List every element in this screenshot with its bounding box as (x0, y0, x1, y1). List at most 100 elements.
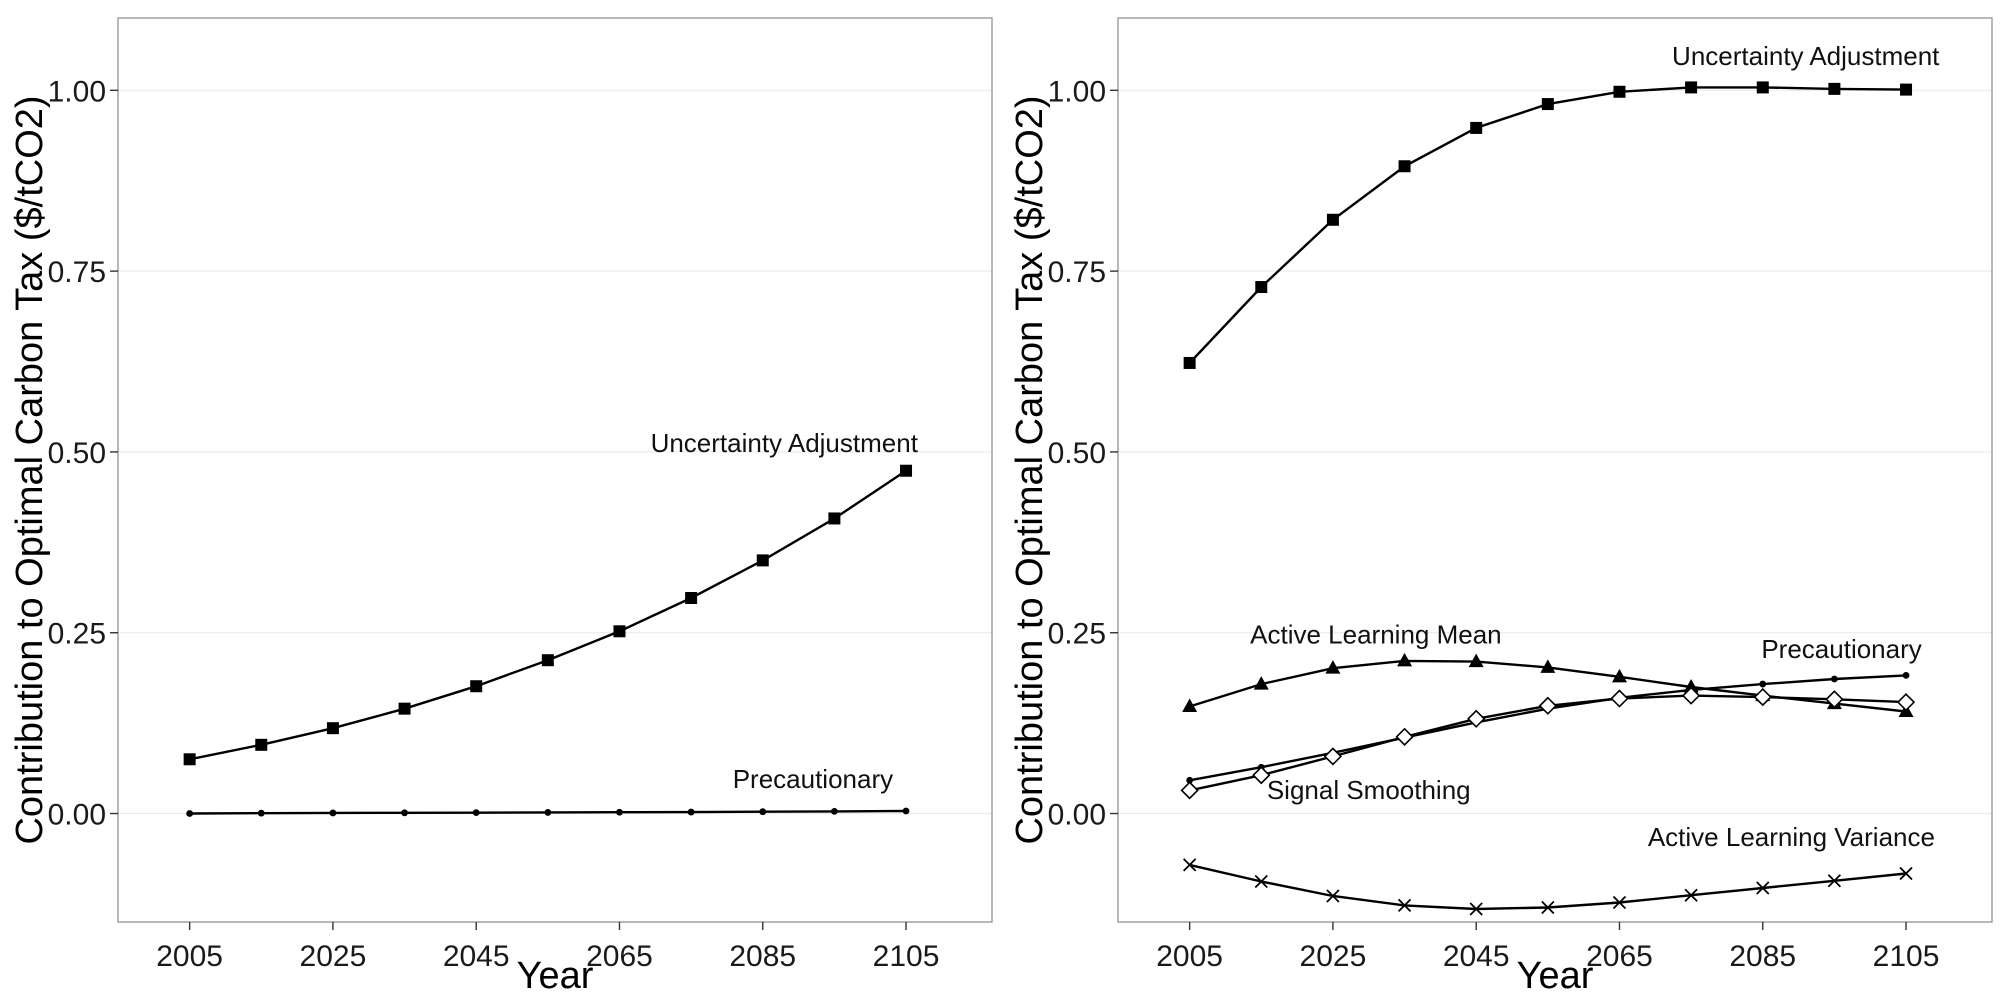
x-tick-label: 2105 (873, 940, 940, 973)
data-point-uncertainty-adjustment (255, 738, 268, 751)
y-tick-label: 0.50 (48, 437, 106, 470)
series-line-uncertainty-adjustment (189, 469, 907, 761)
data-point-precautionary (759, 808, 767, 816)
plot-frame (1117, 17, 1993, 923)
data-point-uncertainty-adjustment (685, 592, 698, 605)
data-point-signal-smoothing (1681, 686, 1701, 705)
series-precautionary (186, 807, 910, 817)
data-point-uncertainty-adjustment (470, 680, 483, 693)
series-label-precautionary: Precautionary (733, 764, 893, 794)
x-tick-label: 2005 (156, 940, 223, 973)
data-point-uncertainty-adjustment (1828, 82, 1841, 95)
data-point-precautionary (544, 809, 552, 816)
data-point-active-learning-variance (1183, 858, 1197, 872)
x-tick-label: 2065 (1586, 940, 1653, 973)
data-point-uncertainty-adjustment (326, 722, 339, 735)
series-line-active-learning-variance (1189, 863, 1907, 911)
data-point-precautionary (616, 808, 623, 816)
data-point-precautionary (257, 809, 265, 817)
x-tick-label: 2065 (586, 940, 653, 973)
data-point-signal-smoothing (1252, 766, 1271, 785)
x-tick-label: 2085 (1729, 940, 1796, 973)
data-point-uncertainty-adjustment (613, 625, 626, 638)
data-point-uncertainty-adjustment (183, 753, 196, 766)
data-point-active-learning-variance (1899, 866, 1913, 881)
data-point-signal-smoothing (1180, 781, 1199, 800)
y-tick-label: 0.50 (1048, 437, 1106, 470)
x-tick-label: 2025 (1300, 940, 1367, 973)
data-point-active-learning-variance (1254, 874, 1268, 889)
series-line-precautionary (1189, 674, 1907, 782)
data-point-signal-smoothing (1538, 696, 1557, 715)
series-label-active-learning-mean: Active Learning Mean (1250, 620, 1501, 650)
data-point-uncertainty-adjustment (1685, 81, 1698, 94)
series-label-uncertainty-adjustment: Uncertainty Adjustment (1672, 41, 1940, 71)
data-point-precautionary (1830, 675, 1838, 683)
series-label-uncertainty-adjustment: Uncertainty Adjustment (651, 428, 919, 458)
data-point-active-learning-variance (1684, 888, 1698, 902)
data-point-uncertainty-adjustment (1326, 213, 1339, 226)
data-point-uncertainty-adjustment (1470, 121, 1483, 134)
plot-frame (117, 17, 993, 923)
data-point-active-learning-variance (1469, 902, 1483, 916)
data-point-active-learning-variance (1541, 900, 1555, 915)
x-axis-title: Year (517, 955, 594, 997)
y-tick-label: 1.00 (48, 75, 106, 108)
data-point-active-learning-mean (1325, 660, 1341, 674)
data-point-precautionary (1902, 671, 1910, 679)
data-point-uncertainty-adjustment (828, 512, 841, 525)
data-point-uncertainty-adjustment (900, 464, 913, 477)
data-point-active-learning-mean (1253, 676, 1269, 690)
data-point-precautionary (1186, 776, 1194, 784)
x-tick-label: 2005 (1156, 940, 1223, 973)
y-tick-label: 0.75 (48, 256, 106, 289)
data-point-precautionary (186, 810, 194, 817)
x-tick-label: 2045 (443, 940, 510, 973)
series-label-active-learning-variance: Active Learning Variance (1648, 822, 1935, 852)
data-point-precautionary (1759, 680, 1767, 688)
y-tick-label: 0.75 (1048, 256, 1106, 289)
data-point-signal-smoothing (1610, 689, 1629, 708)
y-tick-label: 1.00 (1048, 75, 1106, 108)
data-point-active-learning-variance (1612, 895, 1627, 910)
data-point-active-learning-variance (1326, 889, 1340, 903)
data-point-signal-smoothing (1753, 687, 1772, 707)
data-point-uncertainty-adjustment (1541, 98, 1554, 111)
data-point-signal-smoothing (1395, 727, 1414, 746)
data-point-precautionary (687, 808, 695, 816)
x-tick-label: 2045 (1443, 940, 1510, 973)
data-point-uncertainty-adjustment (1255, 281, 1268, 294)
data-point-precautionary (472, 809, 480, 817)
data-point-uncertainty-adjustment (756, 554, 769, 567)
data-point-active-learning-mean (1611, 668, 1627, 683)
data-point-active-learning-variance (1397, 898, 1412, 913)
series-label-precautionary: Precautionary (1761, 634, 1921, 664)
x-axis-title: Year (1517, 955, 1594, 997)
data-point-uncertainty-adjustment (1900, 83, 1913, 96)
data-point-uncertainty-adjustment (1183, 356, 1196, 369)
series-uncertainty-adjustment (183, 464, 913, 766)
data-point-uncertainty-adjustment (1613, 85, 1626, 98)
series-label-signal-smoothing: Signal Smoothing (1267, 775, 1471, 805)
data-point-active-learning-mean (1182, 698, 1198, 712)
data-point-active-learning-mean (1468, 653, 1484, 668)
data-point-active-learning-variance (1827, 874, 1842, 888)
data-point-signal-smoothing (1825, 690, 1844, 709)
data-point-active-learning-variance (1756, 881, 1770, 895)
y-tick-label: 0.00 (48, 799, 106, 832)
data-point-precautionary (830, 807, 838, 815)
data-point-uncertainty-adjustment (1756, 81, 1769, 94)
series-signal-smoothing (1180, 686, 1916, 800)
data-point-active-learning-mean (1540, 659, 1556, 673)
x-tick-label: 2085 (729, 940, 796, 973)
data-point-signal-smoothing (1467, 709, 1486, 728)
data-point-precautionary (329, 809, 337, 817)
data-point-precautionary (401, 809, 408, 817)
data-point-uncertainty-adjustment (398, 702, 411, 715)
y-tick-label: 0.00 (1048, 799, 1106, 832)
series-line-uncertainty-adjustment (1188, 86, 1907, 364)
y-axis-title: Contribution to Optimal Carbon Tax ($/tC… (9, 95, 51, 844)
x-tick-label: 2025 (300, 940, 367, 973)
data-point-precautionary (902, 807, 910, 815)
